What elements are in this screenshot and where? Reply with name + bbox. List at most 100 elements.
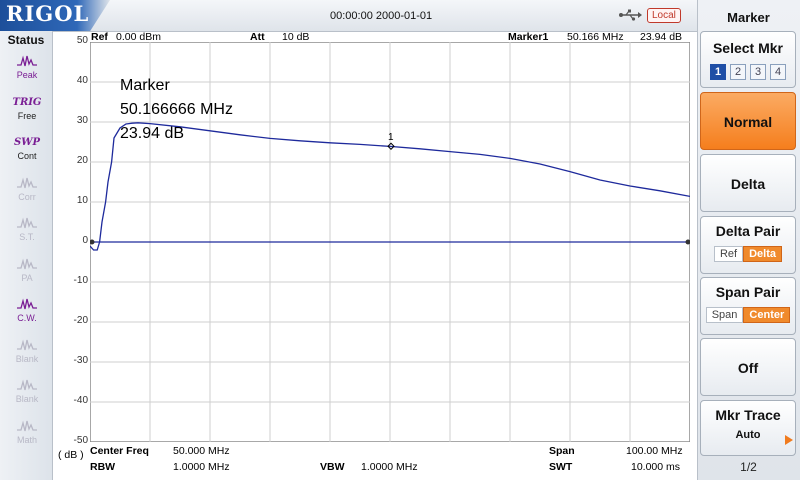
status-item-corr: Corr [6, 176, 48, 212]
span-pair-span[interactable]: Span [705, 307, 744, 323]
marker-readout-level: 23.94 dB [120, 125, 185, 142]
vbw-label: VBW [320, 461, 345, 473]
delta-pair-ref[interactable]: Ref [713, 246, 744, 262]
status-item-blank: Blank [6, 338, 48, 374]
ref-line-start-marker [90, 239, 95, 245]
span-pair-button[interactable]: Span Pair Span Center [700, 277, 796, 335]
spectrum-plot: 1 [90, 42, 690, 442]
y-tick-label: -30 [73, 355, 88, 366]
menu-page-indicator[interactable]: 1/2 [740, 460, 757, 474]
marker-option-2[interactable]: 2 [730, 64, 746, 80]
marker-option-3[interactable]: 3 [750, 64, 766, 80]
status-item-text: C.W. [17, 313, 37, 323]
marker-option-1[interactable]: 1 [710, 64, 726, 80]
status-item-text: Peak [16, 70, 38, 80]
swt-value: 10.000 ms [631, 461, 681, 473]
brand-logo [0, 0, 110, 31]
span-value: 100.00 MHz [626, 445, 683, 457]
status-item-text: Corr [18, 191, 36, 202]
marker-number-label: 1 [388, 132, 394, 143]
marker-label: Marker1 [508, 31, 549, 43]
peak-icon [6, 54, 48, 70]
brand-name: RIGOL [6, 1, 90, 26]
y-tick-label: 50 [76, 35, 88, 46]
span-pair-options: Span Center [701, 305, 795, 323]
ref-label: Ref [91, 31, 108, 43]
blank-icon [6, 338, 48, 354]
status-item-sweep: SWP Cont [6, 135, 48, 171]
status-item-text: Blank [15, 394, 39, 404]
off-button[interactable]: Off [700, 338, 796, 396]
delta-pair-label: Delta Pair [715, 223, 781, 239]
y-tick-label: -10 [73, 275, 88, 286]
marker-point[interactable] [387, 142, 395, 150]
marker-trace-label: Mkr Trace [715, 407, 781, 423]
status-item-math: Math [6, 419, 48, 455]
delta-pair-button[interactable]: Delta Pair Ref Delta [700, 216, 796, 274]
status-item-peak: Peak [6, 54, 48, 90]
delta-pair-options: Ref Delta [701, 244, 795, 262]
y-tick-label: 20 [76, 155, 88, 166]
y-tick-label: -40 [73, 395, 88, 406]
st-icon [6, 216, 48, 232]
span-pair-label: Span Pair [715, 284, 781, 300]
span-pair-center[interactable]: Center [743, 307, 791, 323]
marker-option-4[interactable]: 4 [770, 64, 786, 80]
status-item-text: S.T. [19, 232, 35, 242]
center-freq-label: Center Freq [90, 445, 149, 457]
status-item-text: Cont [17, 151, 37, 161]
math-icon [6, 419, 48, 435]
marker-trace-value: Auto [735, 429, 761, 441]
ref-value: 0.00 dBm [116, 31, 161, 43]
marker-readout: Marker 50.166666 MHz 23.94 dB [120, 74, 233, 146]
marker-trace-button[interactable]: Mkr Trace Auto [700, 400, 796, 456]
rbw-value: 1.0000 MHz [173, 461, 230, 473]
status-item-blank: Blank [6, 378, 48, 414]
y-tick-label: 40 [76, 75, 88, 86]
swt-label: SWT [549, 461, 573, 473]
pa-icon [6, 257, 48, 273]
date-time: 00:00:00 2000-01-01 [330, 10, 433, 22]
y-tick-label: 0 [82, 235, 88, 246]
trig-icon: TRIG [12, 96, 42, 108]
status-item-text: Math [16, 434, 37, 445]
marker-level: 23.94 dB [640, 31, 683, 43]
rbw-label: RBW [90, 461, 116, 473]
att-label: Att [250, 31, 265, 43]
local-badge[interactable]: Local [647, 8, 681, 23]
status-item-text: Blank [15, 353, 39, 364]
spectrum-trace [90, 122, 690, 251]
unit-label: ( dB ) [58, 449, 84, 461]
corr-icon [6, 176, 48, 192]
status-item-trig: TRIG Free [6, 95, 48, 131]
att-value: 10 dB [282, 31, 310, 43]
delta-pair-delta[interactable]: Delta [743, 246, 783, 262]
marker-freq: 50.166 MHz [567, 31, 624, 43]
status-item-text: PA [21, 272, 33, 283]
status-item-st: S.T. [6, 216, 48, 252]
menu-title: Marker [727, 10, 770, 25]
y-tick-label: -50 [73, 435, 88, 446]
y-tick-label: 10 [76, 195, 88, 206]
status-item-cw: C.W. [6, 297, 48, 333]
select-marker-label: Select Mkr [712, 40, 784, 56]
y-tick-label: -20 [73, 315, 88, 326]
span-label: Span [549, 445, 575, 457]
blank-icon [6, 378, 48, 394]
status-title: Status [7, 33, 45, 47]
status-item-text: Free [17, 110, 37, 121]
ref-line-end-marker [685, 239, 690, 245]
y-tick-label: 30 [76, 115, 88, 126]
submenu-arrow-icon [785, 435, 793, 445]
status-panel [0, 31, 53, 480]
top-bar [0, 0, 697, 32]
usb-icon [619, 9, 642, 21]
delta-button[interactable]: Delta [700, 154, 796, 212]
cw-icon [6, 297, 48, 313]
marker-readout-freq: 50.166666 MHz [120, 101, 233, 118]
center-freq-value: 50.000 MHz [173, 445, 230, 457]
status-item-pa: PA [6, 257, 48, 293]
normal-button[interactable]: Normal [700, 92, 796, 150]
sweep-icon: SWP [14, 137, 40, 148]
